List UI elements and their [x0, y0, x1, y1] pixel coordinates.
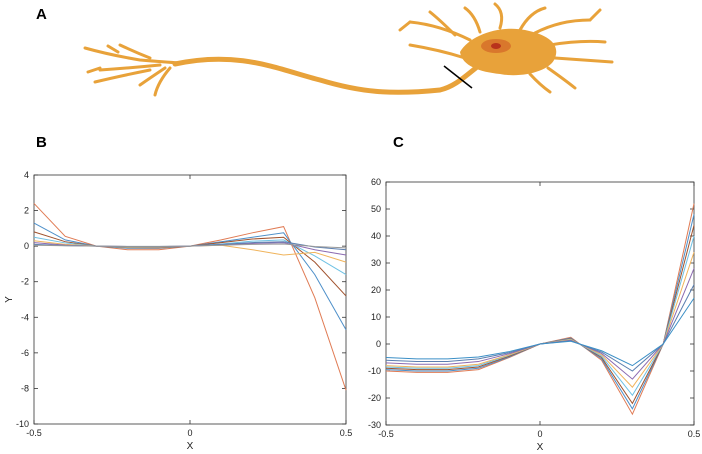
y-tick-label: 0 [24, 241, 29, 251]
x-axis-label: X [187, 441, 194, 452]
y-tick-label: -10 [368, 366, 381, 376]
y-tick-label: -6 [21, 348, 29, 358]
series-line [385, 268, 695, 380]
y-tick-label: 10 [371, 312, 381, 322]
x-axis-label: X [537, 442, 544, 453]
axes-frame [385, 181, 695, 426]
y-tick-label: 30 [371, 258, 381, 268]
series-line [385, 297, 695, 367]
y-tick-label: 40 [371, 231, 381, 241]
neuron-illustration [83, 2, 614, 97]
x-tick-label: 0.5 [340, 428, 353, 438]
series-line [33, 203, 347, 391]
series-line [33, 222, 347, 330]
x-tick-label: 0 [187, 428, 192, 438]
series-line [385, 203, 695, 416]
x-tick-label: 0 [537, 429, 542, 439]
chart-b: 4 2 0 -2 -4 -6 -8 -10-0.5 0 0.5 X Y [4, 170, 352, 452]
panel-label-c: C [393, 134, 404, 151]
y-axis-label: Y [4, 296, 15, 303]
series-line [385, 284, 695, 372]
x-tick-label: -0.5 [26, 428, 42, 438]
series-line [33, 243, 347, 249]
x-tick-label: -0.5 [378, 429, 394, 439]
chart-c: 60 50 40 30 20 10 0 -10 -20 -30-0.5 0 0.5 X [368, 177, 700, 453]
y-tick-label: 50 [371, 204, 381, 214]
y-tick-label: 20 [371, 285, 381, 295]
y-tick-label: 0 [376, 339, 381, 349]
y-tick-label: 60 [371, 177, 381, 187]
x-tick-label: 0.5 [688, 429, 701, 439]
axes-frame [33, 174, 347, 425]
series-line [385, 252, 695, 388]
y-tick-label: -20 [368, 393, 381, 403]
y-tick-label: -10 [16, 419, 29, 429]
y-tick-label: -30 [368, 420, 381, 430]
panel-label-a: A [36, 6, 47, 23]
panel-label-b: B [36, 134, 47, 151]
y-tick-label: -4 [21, 312, 29, 322]
y-tick-label: -2 [21, 277, 29, 287]
y-tick-label: 4 [24, 170, 29, 180]
y-tick-label: 2 [24, 206, 29, 216]
y-tick-label: -8 [21, 383, 29, 393]
